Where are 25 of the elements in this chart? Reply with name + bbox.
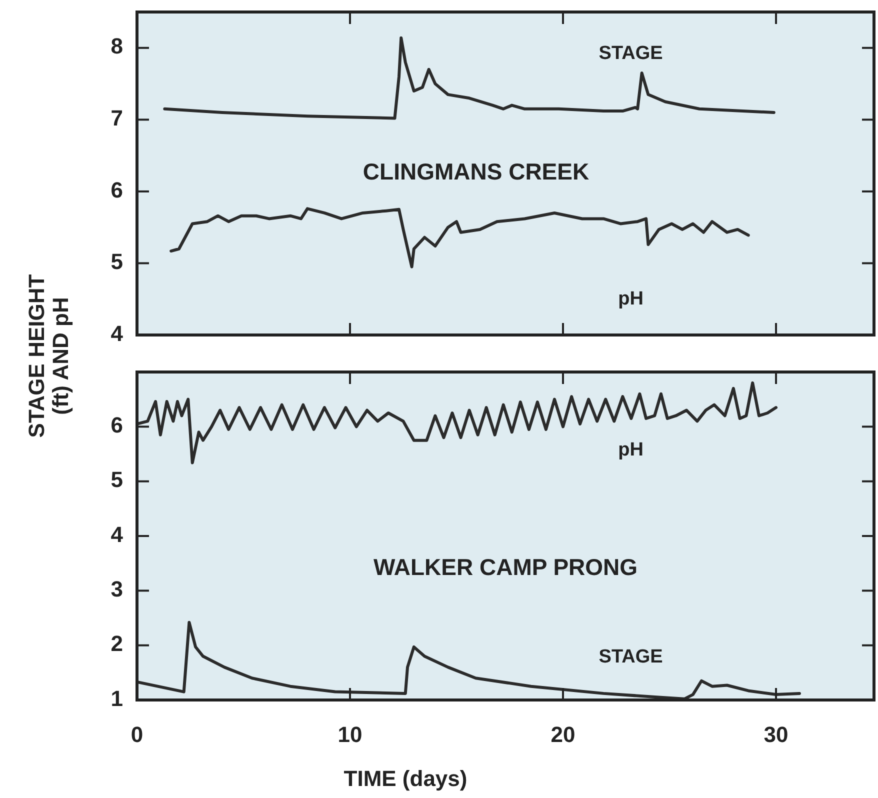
y-tick-label: 6 [110, 177, 123, 202]
annotation: WALKER CAMP PRONG [373, 554, 638, 580]
y-tick-label: 4 [110, 522, 124, 547]
x-axis-title: TIME (days) [344, 766, 468, 791]
y-tick-label: 5 [110, 467, 123, 492]
series-label: STAGE [598, 646, 663, 668]
annotation: CLINGMANS CREEK [362, 158, 590, 185]
text: pH [618, 288, 644, 310]
y-tick-label: 6 [110, 412, 123, 438]
line-series [170, 207, 750, 268]
y-tick-label: 1 [110, 686, 123, 711]
series-label: pH [618, 440, 644, 461]
x-tick-label: 10 [338, 722, 362, 747]
line-series [163, 36, 776, 120]
y-tick-label: 3 [110, 576, 123, 602]
y-tick-label: 2 [110, 631, 123, 656]
x-tick-label: 30 [764, 722, 788, 747]
x-tick-label: 0 [130, 722, 144, 747]
series-label: STAGE [598, 43, 663, 64]
y-axis-title: STAGE HEIGHT (ft) AND pH [24, 274, 73, 438]
y-tick-label: 8 [110, 34, 123, 59]
x-tick-label: 20 [550, 722, 576, 747]
y-tick-label: 4 [110, 320, 124, 346]
y-tick-label: 7 [110, 105, 123, 130]
y-tick-label: 5 [110, 249, 123, 274]
